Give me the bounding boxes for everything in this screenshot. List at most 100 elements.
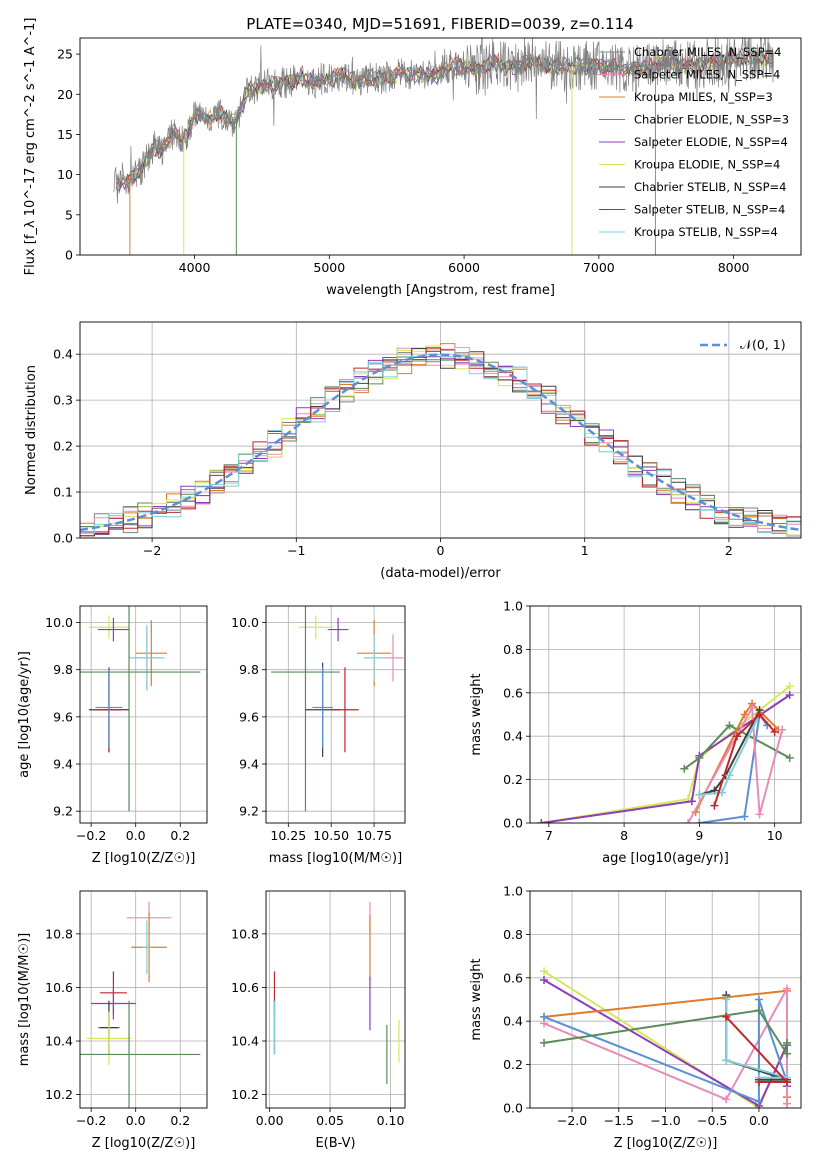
y-tick-label: 10.8 <box>231 926 259 941</box>
y-axis-label: Flux [f_λ 10^-17 erg cm^-2 s^-1 A^-1] <box>23 18 38 276</box>
weight-point-marker <box>540 967 549 976</box>
y-tick-label: 0.2 <box>503 1057 523 1072</box>
x-tick-label: −1 <box>287 543 305 558</box>
y-tick-label: 9.8 <box>239 662 259 677</box>
x-tick-label: 0.0 <box>126 1113 146 1128</box>
x-tick-label: 10.25 <box>270 828 306 843</box>
y-tick-label: 0.8 <box>503 927 523 942</box>
x-tick-label: 8 <box>620 828 628 843</box>
y-tick-label: 5 <box>65 207 73 222</box>
weight-series-line <box>725 999 788 1079</box>
weight-point-marker <box>755 810 764 819</box>
spectrum-panel: 4000 5000 6000 7000 8000 0 5 10 15 20 25 wavelength… <box>23 18 802 298</box>
y-tick-label: 10.4 <box>45 1034 73 1049</box>
y-tick-label: 9.6 <box>53 709 73 724</box>
y-tick-label: 0.0 <box>53 531 73 546</box>
weight-point-marker <box>722 1012 731 1021</box>
y-tick-label: 9.8 <box>53 662 73 677</box>
y-tick-label: 0.0 <box>503 1101 523 1116</box>
spectrum-lines <box>113 38 775 255</box>
observed-spectrum-line <box>113 38 775 204</box>
axes-frame <box>529 890 802 1109</box>
age-vs-mass-panel: 10.25 10.50 10.75 9.2 9.4 9.6 9.8 10.0 mass [log… <box>231 605 406 866</box>
weight-series-line <box>694 702 780 813</box>
x-tick-label: 0.0 <box>749 1113 769 1128</box>
y-tick-label: 0.4 <box>503 729 523 744</box>
axes-frame <box>79 605 208 824</box>
weight-point-marker <box>782 1038 791 1047</box>
x-tick-label: 4000 <box>179 260 211 275</box>
weight-point-marker <box>782 1099 791 1108</box>
x-tick-label: 2 <box>725 543 733 558</box>
y-tick-label: 15 <box>57 127 73 142</box>
weight-point-marker <box>748 703 757 712</box>
y-tick-label: 1.0 <box>503 884 523 899</box>
legend-label: Chabrier STELIB, N_SSP=4 <box>634 180 786 194</box>
y-tick-label: 25 <box>57 47 73 62</box>
y-axis-label: age [log10(age/yr)] <box>17 651 32 778</box>
age-vs-metallicity-panel: −0.2 0.0 0.2 9.2 9.4 9.6 9.8 10.0 Z [log10(Z/Z☉)… <box>17 605 208 866</box>
weight-point-marker <box>684 819 693 823</box>
x-tick-label: 9 <box>695 828 703 843</box>
weight-point-marker <box>733 732 742 741</box>
weight-series-line <box>713 713 776 806</box>
errorbar-group <box>80 901 201 1108</box>
axes-frame <box>265 605 406 824</box>
weight-series-line <box>683 724 791 770</box>
x-tick-label: −0.2 <box>76 1113 106 1128</box>
x-tick-label: 10.75 <box>356 828 392 843</box>
weight-series-line <box>725 1016 790 1083</box>
y-tick-label: 0.3 <box>53 393 73 408</box>
y-tick-label: 9.4 <box>239 757 259 772</box>
weight-point-marker <box>680 764 689 773</box>
y-tick-label: 10.0 <box>45 615 73 630</box>
axes-frame <box>79 321 802 539</box>
weight-point-marker <box>782 1077 791 1086</box>
y-tick-label: 10.6 <box>45 980 73 995</box>
weight-point-marker <box>710 801 719 810</box>
errorbar-group <box>273 901 400 1084</box>
mass-weight-vs-metallicity-panel: −2.0 −1.5 −1.0 −0.5 0.0 0.0 0.2 0.4 0.6 0.8 1.0 Z [… <box>469 884 802 1151</box>
weight-point-marker <box>754 1077 763 1086</box>
weight-point-marker <box>740 812 749 821</box>
weight-point-marker <box>754 1097 763 1106</box>
x-tick-label: 7 <box>545 828 553 843</box>
x-tick-label: −1.5 <box>604 1113 634 1128</box>
y-tick-label: 0.4 <box>503 1014 523 1029</box>
y-tick-label: 0.6 <box>503 970 523 985</box>
x-tick-label: 0.10 <box>377 1113 405 1128</box>
x-tick-label: 1 <box>581 543 589 558</box>
weight-lines <box>540 967 791 1108</box>
errorbar-group <box>271 606 404 812</box>
weight-point-marker <box>722 1056 731 1065</box>
x-tick-label: 10.50 <box>313 828 349 843</box>
legend-label: Kroupa STELIB, N_SSP=4 <box>634 225 778 239</box>
x-axis-label: (data-model)/error <box>380 566 501 581</box>
y-tick-label: 10.8 <box>45 926 73 941</box>
axes-frame <box>79 890 208 1109</box>
x-axis-label: age [log10(age/yr)] <box>602 851 729 866</box>
weight-point-marker <box>722 995 731 1004</box>
x-tick-label: −2.0 <box>557 1113 587 1128</box>
y-tick-label: 10 <box>57 167 73 182</box>
legend-label: Salpeter STELIB, N_SSP=4 <box>634 203 785 217</box>
weight-point-marker <box>722 1095 731 1104</box>
weight-point-marker <box>755 710 764 719</box>
weight-point-marker <box>695 790 704 799</box>
weight-point-marker <box>540 1012 549 1021</box>
x-axis-label: mass [log10(M/M☉)] <box>269 851 402 866</box>
weight-point-marker <box>754 1006 763 1015</box>
x-tick-label: −0.2 <box>76 828 106 843</box>
x-tick-label: 7000 <box>583 260 615 275</box>
histogram-lines <box>80 343 801 537</box>
mass-vs-metallicity-panel: −0.2 0.0 0.2 10.2 10.4 10.6 10.8 Z [log10(Z/Z☉)… <box>17 890 208 1151</box>
weight-lines <box>537 682 794 823</box>
weight-point-marker <box>785 753 794 762</box>
x-tick-label: 8000 <box>718 260 750 275</box>
y-tick-label: 0.2 <box>53 439 73 454</box>
errorbar-group <box>80 606 201 812</box>
x-tick-label: 0 <box>437 543 445 558</box>
y-tick-label: 0.0 <box>503 816 523 831</box>
x-tick-label: −2 <box>143 543 161 558</box>
